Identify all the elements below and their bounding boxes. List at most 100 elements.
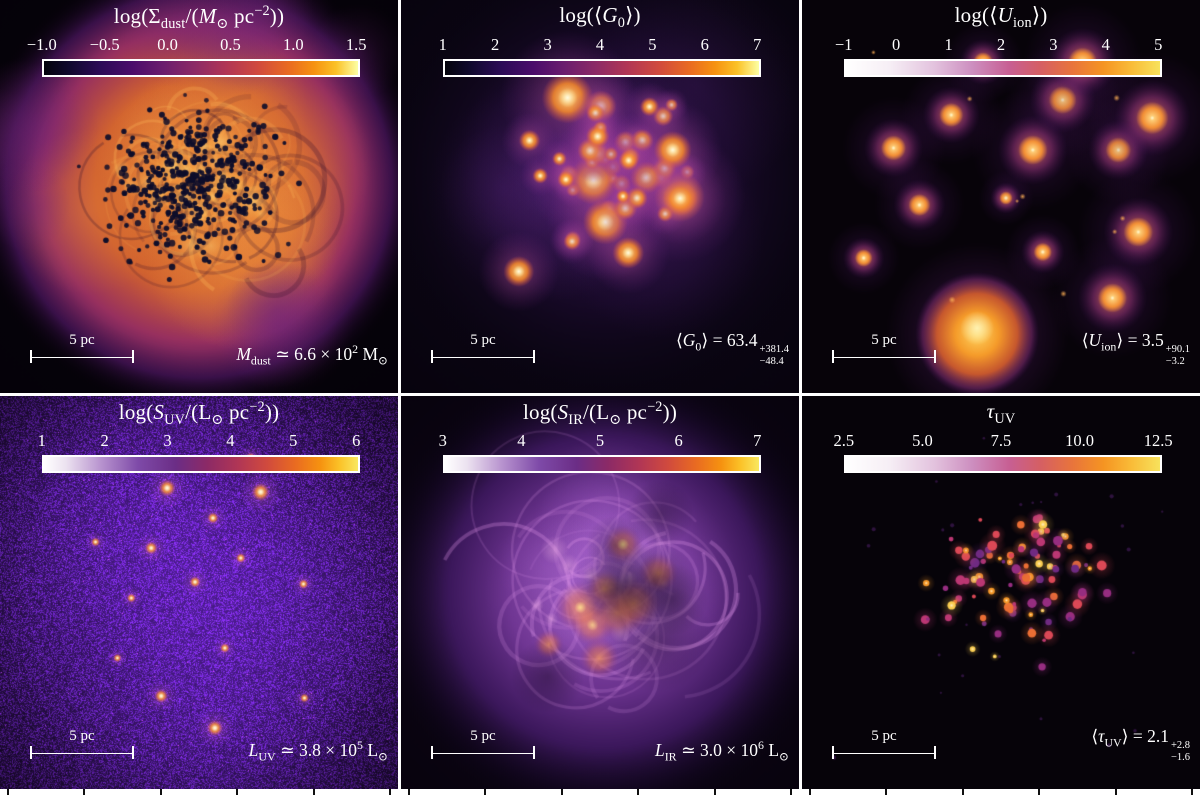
colorbar [442,455,762,473]
axis-tick-column [0,789,398,799]
axis-tick-column [401,789,799,799]
panel-title: τUV [986,399,1016,428]
axis-tick [560,789,563,795]
scalebar-label: 5 pc [871,728,897,744]
colorbar-tick-label: 4 [517,431,526,450]
colorbar-tick-label: 1 [944,35,953,54]
colorbar-tick-label: 12.5 [1143,431,1173,450]
axis-tick [790,789,793,795]
axis-tick [637,789,640,795]
colorbar-tick-row: 2.5 5.0 7.5 10.0 12.5 [833,431,1172,451]
panel-annotation: LUV ≃ 3.8 × 105 L⊙ [248,737,388,763]
axis-tick-column [802,789,1200,799]
axis-tick [236,789,239,795]
colorbar-tick-label: 1.5 [345,35,367,54]
panel-title: log(SIR/(L⊙ pc−2)) [522,399,678,429]
colorbar-tick-label: 1.0 [282,35,304,54]
scalebar-label: 5 pc [871,332,897,348]
colorbar-tick-label: 2 [491,35,500,54]
scalebar: 5 pc [431,728,535,759]
axis-tick [808,789,811,795]
colorbar-tick-label: 4 [1101,35,1110,54]
scalebar-label: 5 pc [69,728,95,744]
panel-annotation: LIR ≃ 3.0 × 106 L⊙ [654,737,789,763]
colorbar-tick-label: 4 [595,35,605,54]
colorbar-tick-label: 5 [289,431,298,450]
panel-title: log(⟨G0⟩) [559,3,641,32]
colorbar-tick-label: 6 [352,431,361,450]
colorbar-tick-label: −1.0 [26,35,57,54]
panel-g0-radiation-field: log(⟨G0⟩) 1 2 3 4 5 6 7 5 pc ⟨G0⟩ = 63.4… [401,0,799,393]
axis-tick [159,789,162,795]
colorbar-tick-label: 7 [753,35,762,54]
scalebar-label: 5 pc [470,728,496,744]
colorbar [41,455,361,473]
colorbar-tick-label: 2 [996,35,1006,54]
colorbar-tick-label: 2.5 [833,431,855,450]
axis-tick [885,789,888,795]
scalebar-label: 5 pc [69,332,95,348]
colorbar-tick-label: −1 [835,35,853,54]
colorbar-tick-label: 1 [438,35,447,54]
colorbar [442,59,762,77]
panel-title: log(Σdust/(M⊙ pc−2)) [113,3,285,33]
colorbar-tick-row: 3 4 5 6 7 [439,431,762,451]
panel-uv-surface-brightness: log(SUV/(L⊙ pc−2)) 1 2 3 4 5 6 5 pc LUV … [0,396,398,789]
colorbar-tick-label: 3 [438,431,447,450]
panel-annotation: Mdust ≃ 6.6 × 102 M⊙ [236,341,388,367]
axis-tick [6,789,9,795]
colorbar-tick-label: 5 [648,35,657,54]
colorbar-tick-label: 5 [1154,35,1163,54]
colorbar-tick-label: 1 [37,431,46,450]
colorbar [41,59,361,77]
colorbar-tick-row: 1 2 3 4 5 6 [38,431,361,451]
scalebar: 5 pc [30,728,134,759]
scalebar-label: 5 pc [470,332,496,348]
colorbar-tick-label: 4 [226,431,235,450]
colorbar [843,455,1163,473]
panel-dust-surface-density: log(Σdust/(M⊙ pc−2)) −1.0 −0.5 0.0 0.5 1… [0,0,398,393]
scalebar: 5 pc [30,332,134,363]
colorbar [843,59,1163,77]
colorbar-tick-row: −1 0 1 2 3 4 5 [835,35,1162,55]
colorbar-tick-label: 3 [543,35,552,54]
colorbar-tick-label: 0 [892,35,901,54]
scalebar: 5 pc [431,332,535,363]
colorbar-tick-label: 6 [674,431,683,450]
colorbar-tick-row: 1 2 3 4 5 6 7 [439,35,762,55]
scalebar: 5 pc [832,332,936,363]
axis-tick [1114,789,1117,795]
panel-annotation: ⟨Uion⟩ = 3.5 +90.1 −3.2 [1081,330,1190,367]
colorbar-tick-label: 3 [1049,35,1058,54]
panel-title: log(⟨Uion⟩) [954,3,1048,32]
panel-annotation: ⟨τUV⟩ = 2.1 +2.8 −1.6 [1091,726,1190,763]
colorbar-tick-label: 0.5 [220,35,241,54]
colorbar-tick-label: −0.5 [89,35,120,54]
scalebar: 5 pc [832,728,936,759]
axis-tick [1038,789,1041,795]
colorbar-tick-label: 3 [163,431,172,450]
axis-tick [389,789,392,795]
colorbar-tick-label: 2 [100,431,109,450]
axis-tick [407,789,410,795]
colorbar-tick-label: 10.0 [1065,431,1095,450]
panel-title: log(SUV/(L⊙ pc−2)) [118,399,280,429]
axis-tick [961,789,964,795]
colorbar-tick-label: 5 [595,431,605,450]
colorbar-tick-label: 5.0 [912,431,933,450]
colorbar-tick-label: 7.5 [990,431,1012,450]
axis-tick [1191,789,1194,795]
panel-ionization-parameter: log(⟨Uion⟩) −1 0 1 2 3 4 5 5 pc ⟨Uion⟩ =… [802,0,1200,393]
axis-tick [312,789,315,795]
axis-tick [713,789,716,795]
panel-uv-optical-depth: τUV 2.5 5.0 7.5 10.0 12.5 5 pc ⟨τUV⟩ = 2… [802,396,1200,789]
colorbar-tick-label: 6 [700,35,709,54]
axis-tick [83,789,86,795]
colorbar-tick-row: −1.0 −0.5 0.0 0.5 1.0 1.5 [27,35,367,55]
axis-tick [484,789,487,795]
bottom-axis-ticks [0,789,1200,799]
panel-annotation: ⟨G0⟩ = 63.4 +381.4 −48.4 [675,330,789,367]
colorbar-tick-label: 0.0 [157,35,178,54]
